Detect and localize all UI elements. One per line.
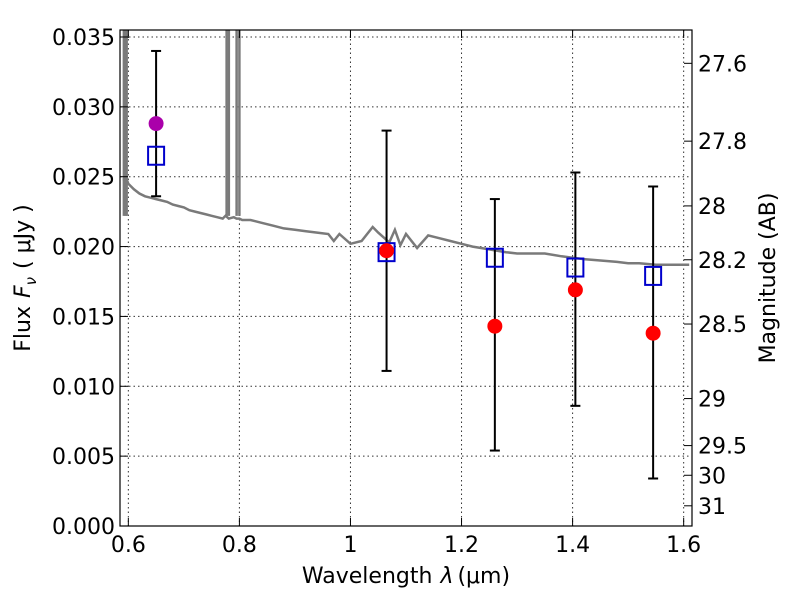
observed-circle-point <box>148 116 164 132</box>
y2-axis-title: Magnitude (AB) <box>756 193 781 364</box>
mag-tick-label: 29 <box>698 388 726 413</box>
observed-circle-point <box>379 243 395 259</box>
x-tick-label: 0.6 <box>111 533 146 558</box>
model-square-point <box>644 265 663 286</box>
spectrum-line <box>122 178 690 266</box>
ticks-layer: 0.6 0.8 1 1.2 1.4 1.6 0.000 0.005 0.010 0.015 0.02… <box>52 26 747 558</box>
y-tick-label: 0.015 <box>52 305 115 330</box>
y-tick-label: 0.000 <box>52 515 115 540</box>
model-square-point <box>377 242 396 263</box>
mag-tick-label: 27.8 <box>698 130 747 155</box>
y-tick-label: 0.020 <box>52 236 115 261</box>
x-tick-label: 0.8 <box>222 533 257 558</box>
mag-tick-label: 30 <box>698 464 726 489</box>
x-tick-label: 1.2 <box>444 533 479 558</box>
y-tick-label: 0.035 <box>52 26 115 51</box>
series-layer <box>122 30 690 480</box>
plot-frame <box>119 29 693 527</box>
model-square-point <box>566 257 585 278</box>
mag-tick-label: 29.5 <box>698 435 747 460</box>
x-axis-title: Wavelength λ (μm) <box>302 564 510 589</box>
grid-layer <box>120 30 692 527</box>
x-tick-label: 1.6 <box>666 533 701 558</box>
plot-area <box>122 30 690 266</box>
mag-tick-label: 28.2 <box>698 249 747 274</box>
model-square-point <box>147 145 166 166</box>
y-tick-label: 0.005 <box>52 445 115 470</box>
y-tick-label: 0.025 <box>52 166 115 191</box>
x-tick-label: 1.4 <box>555 533 590 558</box>
mag-tick-label: 31 <box>698 495 726 520</box>
y-tick-label: 0.010 <box>52 375 115 400</box>
observed-circle-point <box>645 325 661 341</box>
model-square-point <box>485 247 504 268</box>
observed-circle-point <box>487 318 503 334</box>
mag-tick-label: 27.6 <box>698 52 747 77</box>
mag-tick-label: 28 <box>698 195 726 220</box>
mag-tick-label: 28.5 <box>698 313 747 338</box>
y-tick-label: 0.030 <box>52 96 115 121</box>
x-tick-label: 1 <box>343 533 357 558</box>
y-axis-title: FluxFν( μJy ) <box>11 204 40 351</box>
observed-circle-point <box>567 282 583 298</box>
